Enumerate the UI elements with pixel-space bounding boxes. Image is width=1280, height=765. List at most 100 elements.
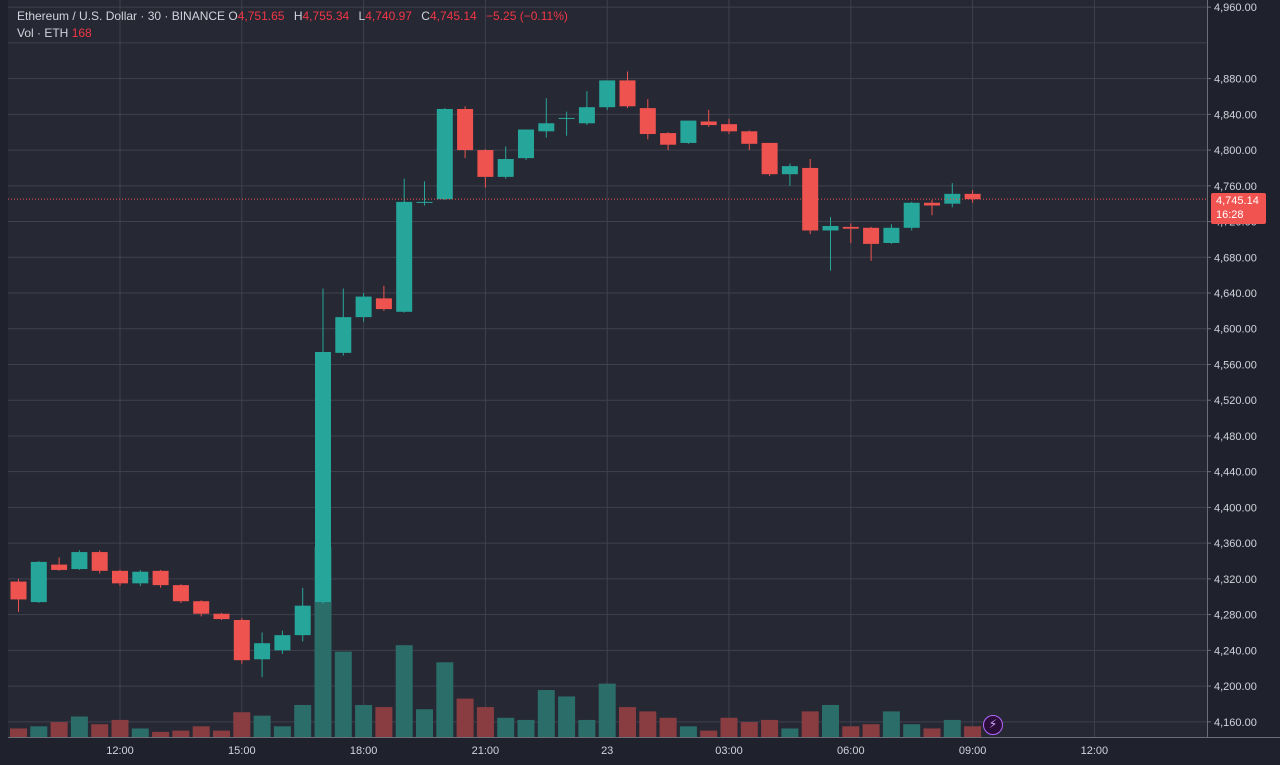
candle-body — [903, 202, 920, 228]
left-margin — [0, 0, 8, 737]
candle-body — [660, 133, 677, 145]
volume-bar — [476, 707, 494, 737]
y-tick-label: 4,560.00 — [1214, 359, 1257, 371]
low-label: L — [358, 9, 366, 23]
x-tick-label: 12:00 — [1081, 745, 1109, 757]
y-tick-label: 4,760.00 — [1214, 181, 1257, 193]
volume-bar — [822, 704, 839, 737]
y-tick-label: 4,800.00 — [1214, 145, 1257, 157]
volume-bar — [700, 730, 718, 737]
volume-bar — [720, 717, 738, 737]
candle-body — [781, 166, 798, 175]
lightning-icon[interactable]: ⚡ — [983, 715, 1003, 735]
close-value: 4,745.14 — [429, 9, 477, 23]
volume-bar — [964, 726, 982, 737]
volume-bar — [436, 662, 454, 737]
volume-bar — [273, 726, 291, 737]
x-tick-label: 09:00 — [959, 745, 987, 757]
volume-bar — [558, 696, 576, 737]
volume-bar — [152, 731, 170, 737]
high-value: 4,755.34 — [302, 9, 350, 23]
candle-body — [802, 167, 819, 231]
price-axis[interactable] — [1207, 0, 1280, 765]
y-tick-label: 4,200.00 — [1214, 681, 1257, 693]
volume-bar — [882, 711, 900, 737]
candle-body — [233, 619, 250, 661]
candle-body — [721, 124, 737, 132]
high-label: H — [293, 9, 303, 23]
volume-bars — [10, 547, 982, 737]
volume-bar — [233, 712, 251, 737]
symbol-title[interactable]: Ethereum / U.S. Dollar · 30 · BINANCE — [17, 9, 226, 23]
y-tick-label: 4,600.00 — [1214, 324, 1257, 336]
volume-bar — [761, 719, 779, 737]
candle-body — [964, 193, 981, 200]
legend-ohlc-row: Ethereum / U.S. Dollar · 30 · BINANCE O 4… — [17, 8, 568, 25]
volume-bar — [334, 651, 352, 737]
x-tick-label: 15:00 — [228, 745, 256, 757]
volume-bar — [375, 707, 393, 737]
volume-bar — [253, 715, 271, 737]
y-tick-label: 4,360.00 — [1214, 538, 1257, 550]
candle-body — [172, 585, 189, 602]
candle-body — [863, 227, 880, 244]
candle-body — [578, 107, 595, 124]
x-tick-label: 03:00 — [715, 745, 743, 757]
candle-body — [30, 561, 47, 603]
candle-body — [152, 570, 169, 586]
chart-legend: Ethereum / U.S. Dollar · 30 · BINANCE O 4… — [17, 8, 568, 42]
volume-bar — [639, 711, 657, 737]
candle-body — [822, 226, 839, 231]
volume-bar — [355, 704, 373, 737]
y-tick-label: 4,960.00 — [1214, 2, 1257, 14]
volume-bar — [740, 722, 758, 737]
y-tick-label: 4,640.00 — [1214, 288, 1257, 300]
volume-bar — [111, 719, 129, 737]
candle-body — [639, 108, 656, 134]
volume-bar — [781, 728, 799, 737]
lightning-glyph: ⚡ — [988, 717, 998, 731]
candle-body — [294, 605, 311, 636]
candle-body — [761, 142, 778, 175]
x-tick-label: 21:00 — [472, 745, 500, 757]
volume-bar — [91, 724, 109, 737]
candle-body — [112, 570, 128, 584]
volume-bar — [294, 704, 312, 737]
volume-bar — [131, 728, 149, 737]
candle-body — [558, 117, 575, 119]
candle-body — [51, 564, 68, 570]
candle-body — [375, 298, 392, 310]
y-tick-label: 4,240.00 — [1214, 645, 1257, 657]
time-axis[interactable] — [0, 737, 1280, 765]
volume-bar — [862, 724, 880, 737]
candle-body — [396, 201, 413, 312]
x-tick-label: 23 — [601, 745, 613, 757]
candle-body — [436, 108, 453, 200]
candle-body — [254, 643, 271, 660]
volume-label[interactable]: Vol · ETH — [17, 26, 69, 40]
candle-body — [599, 80, 616, 108]
candle-body — [132, 571, 149, 584]
volume-bar — [537, 690, 555, 737]
candle-body — [71, 552, 88, 570]
candle-body — [213, 613, 230, 620]
close-label: C — [421, 9, 430, 23]
candle-body — [335, 317, 352, 353]
low-value: 4,740.97 — [365, 9, 412, 23]
open-label: O — [228, 9, 238, 23]
volume-bar — [192, 726, 210, 737]
candle-body — [883, 227, 900, 243]
volume-bar — [517, 719, 535, 737]
y-tick-label: 4,160.00 — [1214, 717, 1257, 729]
candle-body — [355, 296, 372, 318]
volume-value: 168 — [71, 26, 92, 40]
volume-bar — [10, 728, 27, 737]
candles — [10, 71, 981, 678]
volume-bar — [943, 719, 961, 737]
volume-bar — [213, 730, 230, 737]
y-tick-label: 4,680.00 — [1214, 252, 1257, 264]
candle-body — [700, 121, 717, 126]
